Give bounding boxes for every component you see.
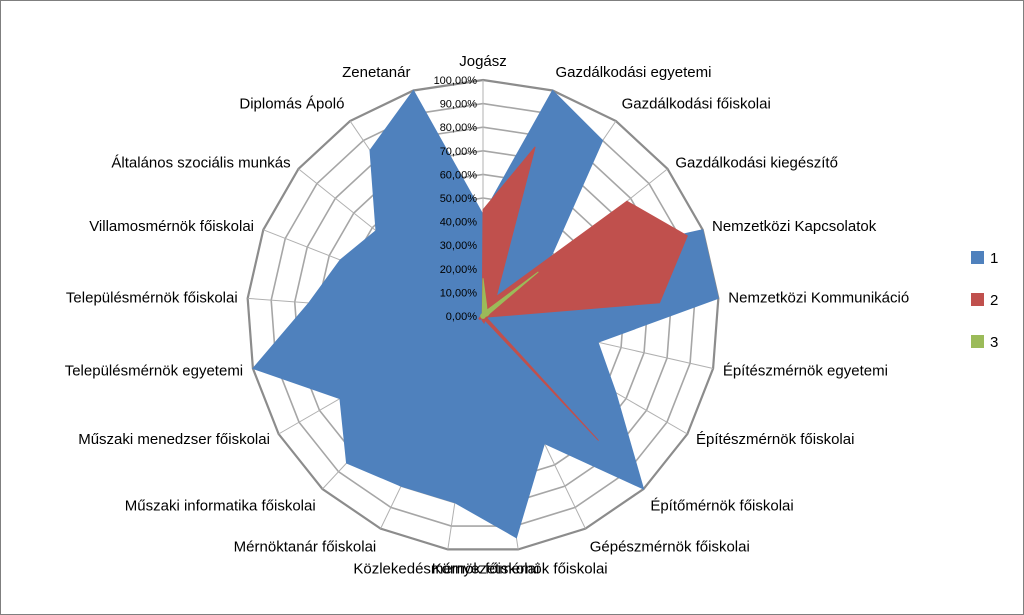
category-label: Településmérnök egyetemi: [65, 363, 243, 380]
category-label: Diplomás Ápoló: [239, 96, 344, 113]
series-3-area: [480, 271, 539, 319]
category-label: Mérnöktanár főiskolai: [234, 539, 377, 556]
legend-label: 3: [990, 334, 998, 351]
legend-swatch: [971, 335, 984, 348]
tick-label: 90,00%: [440, 99, 478, 111]
tick-label: 50,00%: [440, 193, 478, 205]
category-label: Gazdálkodási kiegészítő: [675, 155, 838, 172]
category-label: Nemzetközi Kommunikáció: [728, 290, 909, 307]
category-label: Építőmérnök főiskolai: [650, 497, 793, 514]
category-label: Villamosmérnök főiskolai: [89, 218, 254, 235]
tick-label: 30,00%: [440, 240, 478, 252]
category-label: Műszaki informatika főiskolai: [125, 497, 316, 514]
category-labels: Jogász Gazdálkodási egyetemi Gazdálkodási …: [65, 53, 909, 577]
category-label: Műszaki menedzser főiskolai: [78, 431, 270, 448]
category-label: Településmérnök főiskolai: [66, 290, 238, 307]
category-label: Gépészmérnök főiskolai: [590, 539, 750, 556]
tick-label: 10,00%: [440, 287, 478, 299]
tick-label: 60,00%: [440, 169, 478, 181]
category-label: Általános szociális munkás: [111, 155, 290, 172]
category-label: Építészmérnök főiskolai: [696, 431, 854, 448]
legend: 1 2 3: [971, 250, 998, 351]
category-label: Nemzetközi Kapcsolatok: [712, 218, 877, 235]
radar-series: [252, 89, 719, 539]
legend-label: 2: [990, 292, 998, 309]
category-label: Zenetanár: [342, 64, 410, 81]
category-label: Közlekedésmérnök főiskolai: [353, 560, 539, 577]
tick-label: 20,00%: [440, 264, 478, 276]
tick-label: 0,00%: [446, 311, 477, 323]
grid-ring: [270, 102, 696, 527]
tick-label: 70,00%: [440, 146, 478, 158]
tick-label: 80,00%: [440, 122, 478, 134]
category-label: Építészmérnök egyetemi: [723, 363, 888, 380]
legend-label: 1: [990, 250, 998, 267]
category-label: Jogász: [459, 53, 507, 70]
category-label: Gazdálkodási főiskolai: [622, 96, 771, 113]
category-label: Környezetmérnök főiskolai: [432, 560, 608, 577]
tick-label: 40,00%: [440, 217, 478, 229]
category-label: Gazdálkodási egyetemi: [556, 64, 712, 81]
legend-swatch: [971, 251, 984, 264]
legend-swatch: [971, 293, 984, 306]
radial-tick-labels: 0,00% 10,00% 20,00% 30,00% 40,00% 50,00% 60,00…: [434, 75, 478, 323]
tick-label: 100,00%: [434, 75, 478, 87]
grid-ring: [246, 78, 720, 551]
